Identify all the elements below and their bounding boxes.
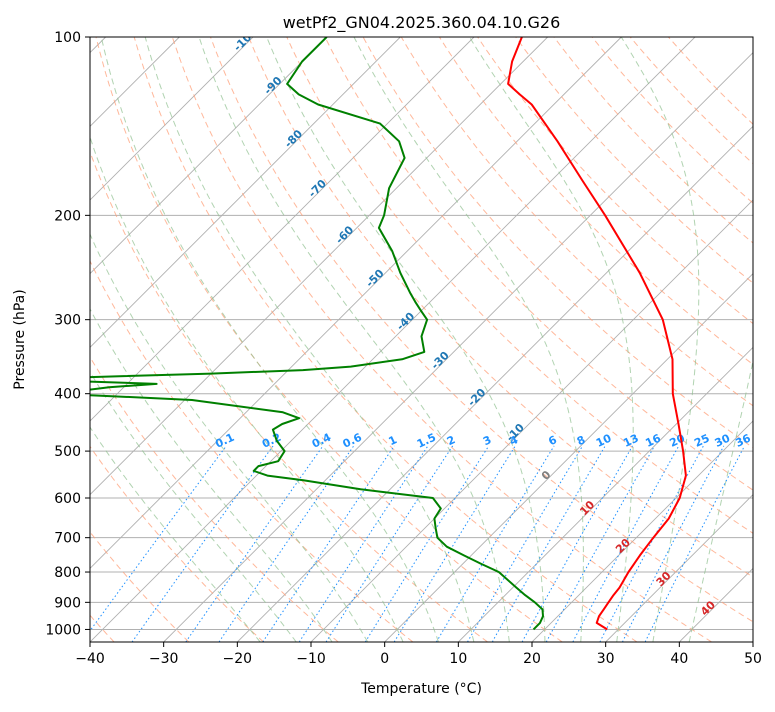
y-tick-label: 400 (54, 387, 81, 403)
y-tick-label: 700 (54, 531, 81, 547)
y-tick-label: 500 (54, 444, 81, 460)
x-tick-label: 50 (744, 651, 762, 667)
y-tick-label: 200 (54, 208, 81, 224)
x-tick-label: −10 (296, 651, 326, 667)
y-tick-label: 100 (54, 30, 81, 46)
x-tick-label: −30 (149, 651, 179, 667)
x-tick-label: 30 (597, 651, 615, 667)
x-tick-label: −40 (75, 651, 105, 667)
chart-title: wetPf2_GN04.2025.360.04.10.G26 (283, 13, 561, 33)
y-tick-label: 1000 (45, 622, 81, 638)
x-tick-label: 20 (523, 651, 541, 667)
x-axis-title: Temperature (°C) (360, 681, 482, 697)
x-tick-label: 10 (449, 651, 467, 667)
y-tick-label: 800 (54, 565, 81, 581)
y-tick-label: 600 (54, 491, 81, 507)
y-tick-label: 300 (54, 313, 81, 329)
x-tick-label: 40 (670, 651, 688, 667)
x-tick-label: 0 (380, 651, 389, 667)
y-tick-label: 900 (54, 595, 81, 611)
x-tick-label: −20 (223, 651, 253, 667)
y-axis-title: Pressure (hPa) (12, 289, 28, 389)
